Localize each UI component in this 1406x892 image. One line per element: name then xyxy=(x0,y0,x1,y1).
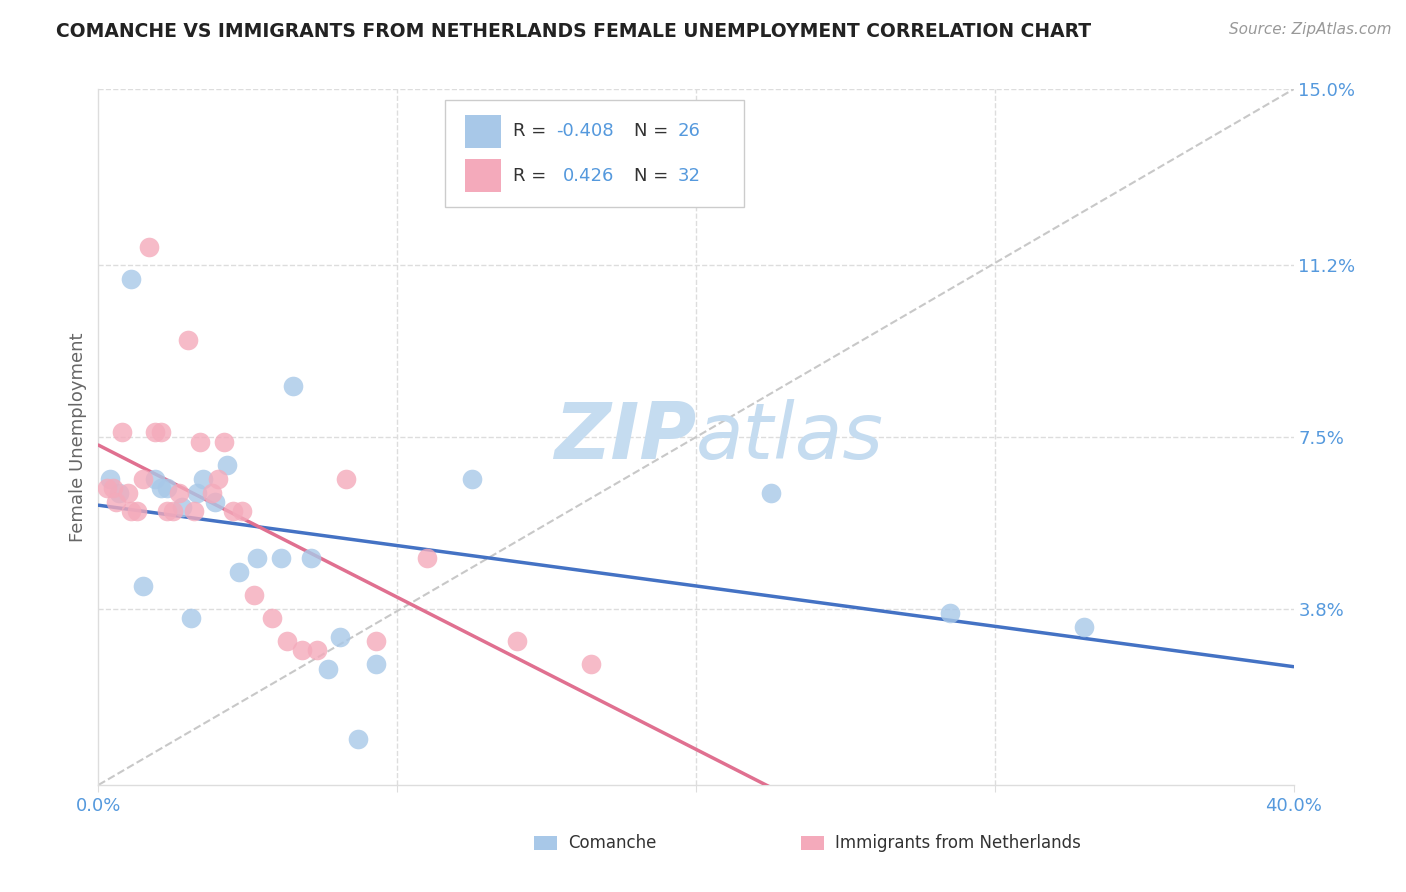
Point xyxy=(335,472,357,486)
Point xyxy=(108,485,131,500)
FancyBboxPatch shape xyxy=(465,159,501,193)
Text: Immigrants from Netherlands: Immigrants from Netherlands xyxy=(835,834,1081,852)
Point xyxy=(162,504,184,518)
Point xyxy=(127,504,149,518)
Y-axis label: Female Unemployment: Female Unemployment xyxy=(69,333,87,541)
Point xyxy=(318,662,340,676)
Point xyxy=(150,481,173,495)
Point xyxy=(243,588,266,602)
Point xyxy=(96,481,118,495)
Point xyxy=(228,565,250,579)
Text: R =: R = xyxy=(513,122,553,140)
Point xyxy=(231,504,253,518)
Point xyxy=(183,504,205,518)
Point xyxy=(186,485,208,500)
Point xyxy=(939,607,962,621)
Point xyxy=(270,550,292,565)
Point xyxy=(191,472,214,486)
Point xyxy=(207,472,229,486)
FancyBboxPatch shape xyxy=(465,115,501,148)
Text: atlas: atlas xyxy=(696,399,884,475)
Point xyxy=(132,472,155,486)
Text: 32: 32 xyxy=(678,167,702,185)
Text: N =: N = xyxy=(634,122,673,140)
Point xyxy=(222,504,245,518)
Point xyxy=(120,272,142,286)
Point xyxy=(299,550,322,565)
Point xyxy=(188,434,211,449)
Point xyxy=(111,425,134,440)
Point xyxy=(366,657,388,672)
Point xyxy=(180,611,202,625)
Point xyxy=(201,485,224,500)
Point xyxy=(143,472,166,486)
Text: 0.426: 0.426 xyxy=(564,167,614,185)
Point xyxy=(581,657,603,672)
Text: ZIP: ZIP xyxy=(554,399,696,475)
Text: N =: N = xyxy=(634,167,673,185)
Point xyxy=(120,504,142,518)
Point xyxy=(117,485,139,500)
Point xyxy=(461,472,484,486)
Point xyxy=(172,500,194,514)
Text: 26: 26 xyxy=(678,122,702,140)
Point xyxy=(143,425,166,440)
Text: R =: R = xyxy=(513,167,558,185)
Point xyxy=(132,578,155,592)
Point xyxy=(212,434,235,449)
Point xyxy=(138,240,160,254)
Point xyxy=(366,634,388,648)
FancyBboxPatch shape xyxy=(444,100,744,208)
Text: Comanche: Comanche xyxy=(568,834,657,852)
Point xyxy=(246,550,269,565)
Text: COMANCHE VS IMMIGRANTS FROM NETHERLANDS FEMALE UNEMPLOYMENT CORRELATION CHART: COMANCHE VS IMMIGRANTS FROM NETHERLANDS … xyxy=(56,22,1091,41)
Point xyxy=(305,643,328,657)
Point xyxy=(105,495,128,509)
Point xyxy=(506,634,529,648)
Point xyxy=(1073,620,1095,634)
Point xyxy=(167,485,190,500)
Point xyxy=(290,643,312,657)
Text: Source: ZipAtlas.com: Source: ZipAtlas.com xyxy=(1229,22,1392,37)
Point xyxy=(204,495,226,509)
Point xyxy=(156,481,179,495)
Point xyxy=(759,485,782,500)
Point xyxy=(260,611,283,625)
Point xyxy=(103,481,125,495)
Point xyxy=(329,630,352,644)
Point xyxy=(416,550,439,565)
Point xyxy=(276,634,298,648)
Point xyxy=(150,425,173,440)
Text: -0.408: -0.408 xyxy=(557,122,614,140)
Point xyxy=(347,731,370,746)
Point xyxy=(215,458,238,472)
Point xyxy=(281,379,304,393)
Point xyxy=(156,504,179,518)
Point xyxy=(177,333,200,347)
Point xyxy=(98,472,122,486)
